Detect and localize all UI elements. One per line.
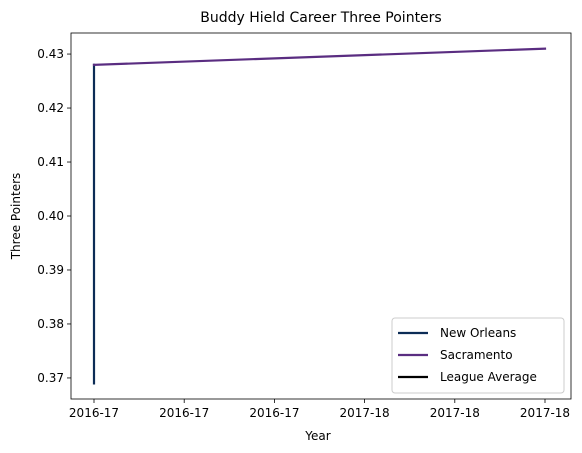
legend-label: New Orleans xyxy=(440,326,516,340)
x-tick-label: 2016-17 xyxy=(69,406,119,420)
y-tick-label: 0.38 xyxy=(37,317,64,331)
legend-label: League Average xyxy=(440,370,537,384)
y-axis-label: Three Pointers xyxy=(9,173,23,261)
x-tick-label: 2017-18 xyxy=(430,406,480,420)
x-tick-label: 2017-18 xyxy=(520,406,570,420)
x-tick-label: 2016-17 xyxy=(159,406,209,420)
x-tick-label: 2017-18 xyxy=(340,406,390,420)
y-tick-label: 0.42 xyxy=(37,101,64,115)
legend-box xyxy=(391,317,565,394)
chart-title: Buddy Hield Career Three Pointers xyxy=(200,10,441,26)
series-line-sacramento xyxy=(92,47,547,66)
legend: New Orleans Sacramento League Average xyxy=(391,317,565,394)
y-tick-label: 0.43 xyxy=(37,47,64,61)
y-tick-label: 0.39 xyxy=(37,263,64,277)
y-tick-label: 0.37 xyxy=(37,371,64,385)
x-axis-label: Year xyxy=(304,429,330,443)
x-tick-label: 2016-17 xyxy=(249,406,299,420)
legend-label: Sacramento xyxy=(440,348,513,362)
y-tick-label: 0.41 xyxy=(37,155,64,169)
y-tick-label: 0.40 xyxy=(37,209,64,223)
plot-frame xyxy=(70,32,572,400)
